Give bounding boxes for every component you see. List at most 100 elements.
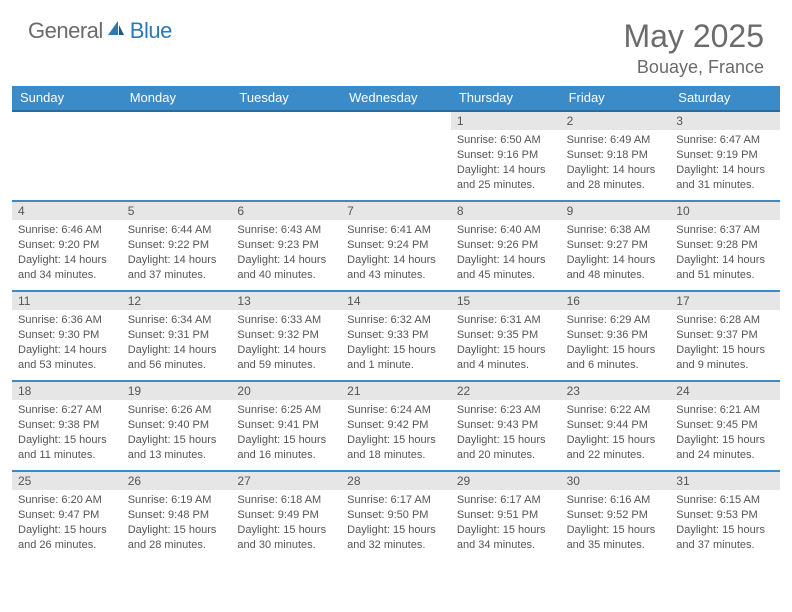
weekday-header-row: SundayMondayTuesdayWednesdayThursdayFrid… (12, 86, 780, 112)
day-number: 25 (12, 472, 122, 490)
day-cell: 14Sunrise: 6:32 AMSunset: 9:33 PMDayligh… (341, 292, 451, 380)
day-number: 17 (670, 292, 780, 310)
sunset-text: Sunset: 9:28 PM (676, 238, 774, 253)
day-body: Sunrise: 6:38 AMSunset: 9:27 PMDaylight:… (561, 220, 671, 286)
sunset-text: Sunset: 9:32 PM (237, 328, 335, 343)
daylight-text: Daylight: 15 hours and 11 minutes. (18, 433, 116, 463)
daylight-text: Daylight: 14 hours and 34 minutes. (18, 253, 116, 283)
sunrise-text: Sunrise: 6:46 AM (18, 223, 116, 238)
daylight-text: Daylight: 15 hours and 26 minutes. (18, 523, 116, 553)
daylight-text: Daylight: 14 hours and 48 minutes. (567, 253, 665, 283)
week-row: 1Sunrise: 6:50 AMSunset: 9:16 PMDaylight… (12, 112, 780, 200)
day-body: Sunrise: 6:28 AMSunset: 9:37 PMDaylight:… (670, 310, 780, 376)
sunset-text: Sunset: 9:31 PM (128, 328, 226, 343)
daylight-text: Daylight: 15 hours and 9 minutes. (676, 343, 774, 373)
day-cell (12, 112, 122, 200)
sunset-text: Sunset: 9:36 PM (567, 328, 665, 343)
sunrise-text: Sunrise: 6:15 AM (676, 493, 774, 508)
sunrise-text: Sunrise: 6:18 AM (237, 493, 335, 508)
day-body: Sunrise: 6:27 AMSunset: 9:38 PMDaylight:… (12, 400, 122, 466)
month-title: May 2025 (623, 18, 764, 55)
logo-sail-icon (106, 19, 126, 44)
day-body: Sunrise: 6:32 AMSunset: 9:33 PMDaylight:… (341, 310, 451, 376)
day-cell: 5Sunrise: 6:44 AMSunset: 9:22 PMDaylight… (122, 202, 232, 290)
sunrise-text: Sunrise: 6:43 AM (237, 223, 335, 238)
sunrise-text: Sunrise: 6:49 AM (567, 133, 665, 148)
day-number: 9 (561, 202, 671, 220)
day-body: Sunrise: 6:41 AMSunset: 9:24 PMDaylight:… (341, 220, 451, 286)
day-body: Sunrise: 6:20 AMSunset: 9:47 PMDaylight:… (12, 490, 122, 556)
day-cell: 18Sunrise: 6:27 AMSunset: 9:38 PMDayligh… (12, 382, 122, 470)
day-cell: 1Sunrise: 6:50 AMSunset: 9:16 PMDaylight… (451, 112, 561, 200)
calendar: SundayMondayTuesdayWednesdayThursdayFrid… (0, 86, 792, 560)
daylight-text: Daylight: 15 hours and 35 minutes. (567, 523, 665, 553)
day-cell: 17Sunrise: 6:28 AMSunset: 9:37 PMDayligh… (670, 292, 780, 380)
day-body: Sunrise: 6:17 AMSunset: 9:51 PMDaylight:… (451, 490, 561, 556)
day-body: Sunrise: 6:34 AMSunset: 9:31 PMDaylight:… (122, 310, 232, 376)
day-body: Sunrise: 6:31 AMSunset: 9:35 PMDaylight:… (451, 310, 561, 376)
daylight-text: Daylight: 14 hours and 37 minutes. (128, 253, 226, 283)
sunrise-text: Sunrise: 6:23 AM (457, 403, 555, 418)
daylight-text: Daylight: 14 hours and 43 minutes. (347, 253, 445, 283)
day-body: Sunrise: 6:24 AMSunset: 9:42 PMDaylight:… (341, 400, 451, 466)
day-body: Sunrise: 6:15 AMSunset: 9:53 PMDaylight:… (670, 490, 780, 556)
day-body: Sunrise: 6:19 AMSunset: 9:48 PMDaylight:… (122, 490, 232, 556)
day-number: 20 (231, 382, 341, 400)
sunset-text: Sunset: 9:16 PM (457, 148, 555, 163)
day-body: Sunrise: 6:22 AMSunset: 9:44 PMDaylight:… (561, 400, 671, 466)
sunset-text: Sunset: 9:19 PM (676, 148, 774, 163)
day-cell: 21Sunrise: 6:24 AMSunset: 9:42 PMDayligh… (341, 382, 451, 470)
sunset-text: Sunset: 9:22 PM (128, 238, 226, 253)
sunset-text: Sunset: 9:50 PM (347, 508, 445, 523)
day-number: 3 (670, 112, 780, 130)
day-cell: 19Sunrise: 6:26 AMSunset: 9:40 PMDayligh… (122, 382, 232, 470)
day-body: Sunrise: 6:21 AMSunset: 9:45 PMDaylight:… (670, 400, 780, 466)
day-cell: 8Sunrise: 6:40 AMSunset: 9:26 PMDaylight… (451, 202, 561, 290)
day-cell (231, 112, 341, 200)
location: Bouaye, France (623, 57, 764, 78)
sunrise-text: Sunrise: 6:17 AM (347, 493, 445, 508)
sunrise-text: Sunrise: 6:34 AM (128, 313, 226, 328)
day-cell: 11Sunrise: 6:36 AMSunset: 9:30 PMDayligh… (12, 292, 122, 380)
sunrise-text: Sunrise: 6:26 AM (128, 403, 226, 418)
sunrise-text: Sunrise: 6:28 AM (676, 313, 774, 328)
day-body: Sunrise: 6:49 AMSunset: 9:18 PMDaylight:… (561, 130, 671, 196)
sunrise-text: Sunrise: 6:37 AM (676, 223, 774, 238)
day-number: 16 (561, 292, 671, 310)
weekday-label: Monday (122, 86, 232, 110)
daylight-text: Daylight: 15 hours and 24 minutes. (676, 433, 774, 463)
day-number: 12 (122, 292, 232, 310)
sunrise-text: Sunrise: 6:27 AM (18, 403, 116, 418)
day-body: Sunrise: 6:16 AMSunset: 9:52 PMDaylight:… (561, 490, 671, 556)
sunset-text: Sunset: 9:49 PM (237, 508, 335, 523)
day-cell: 26Sunrise: 6:19 AMSunset: 9:48 PMDayligh… (122, 472, 232, 560)
daylight-text: Daylight: 15 hours and 22 minutes. (567, 433, 665, 463)
day-number: 24 (670, 382, 780, 400)
day-body: Sunrise: 6:25 AMSunset: 9:41 PMDaylight:… (231, 400, 341, 466)
weekday-label: Saturday (670, 86, 780, 110)
daylight-text: Daylight: 15 hours and 18 minutes. (347, 433, 445, 463)
day-cell: 4Sunrise: 6:46 AMSunset: 9:20 PMDaylight… (12, 202, 122, 290)
sunrise-text: Sunrise: 6:29 AM (567, 313, 665, 328)
day-cell: 30Sunrise: 6:16 AMSunset: 9:52 PMDayligh… (561, 472, 671, 560)
day-cell: 22Sunrise: 6:23 AMSunset: 9:43 PMDayligh… (451, 382, 561, 470)
sunrise-text: Sunrise: 6:40 AM (457, 223, 555, 238)
day-number: 15 (451, 292, 561, 310)
day-number: 4 (12, 202, 122, 220)
title-block: May 2025 Bouaye, France (623, 18, 764, 78)
week-row: 4Sunrise: 6:46 AMSunset: 9:20 PMDaylight… (12, 200, 780, 290)
weekday-label: Thursday (451, 86, 561, 110)
day-number: 28 (341, 472, 451, 490)
day-cell: 28Sunrise: 6:17 AMSunset: 9:50 PMDayligh… (341, 472, 451, 560)
day-body: Sunrise: 6:33 AMSunset: 9:32 PMDaylight:… (231, 310, 341, 376)
daylight-text: Daylight: 14 hours and 45 minutes. (457, 253, 555, 283)
sunrise-text: Sunrise: 6:17 AM (457, 493, 555, 508)
sunrise-text: Sunrise: 6:41 AM (347, 223, 445, 238)
day-number: 6 (231, 202, 341, 220)
day-cell: 10Sunrise: 6:37 AMSunset: 9:28 PMDayligh… (670, 202, 780, 290)
day-cell (122, 112, 232, 200)
sunset-text: Sunset: 9:18 PM (567, 148, 665, 163)
sunset-text: Sunset: 9:44 PM (567, 418, 665, 433)
daylight-text: Daylight: 15 hours and 37 minutes. (676, 523, 774, 553)
day-number: 2 (561, 112, 671, 130)
